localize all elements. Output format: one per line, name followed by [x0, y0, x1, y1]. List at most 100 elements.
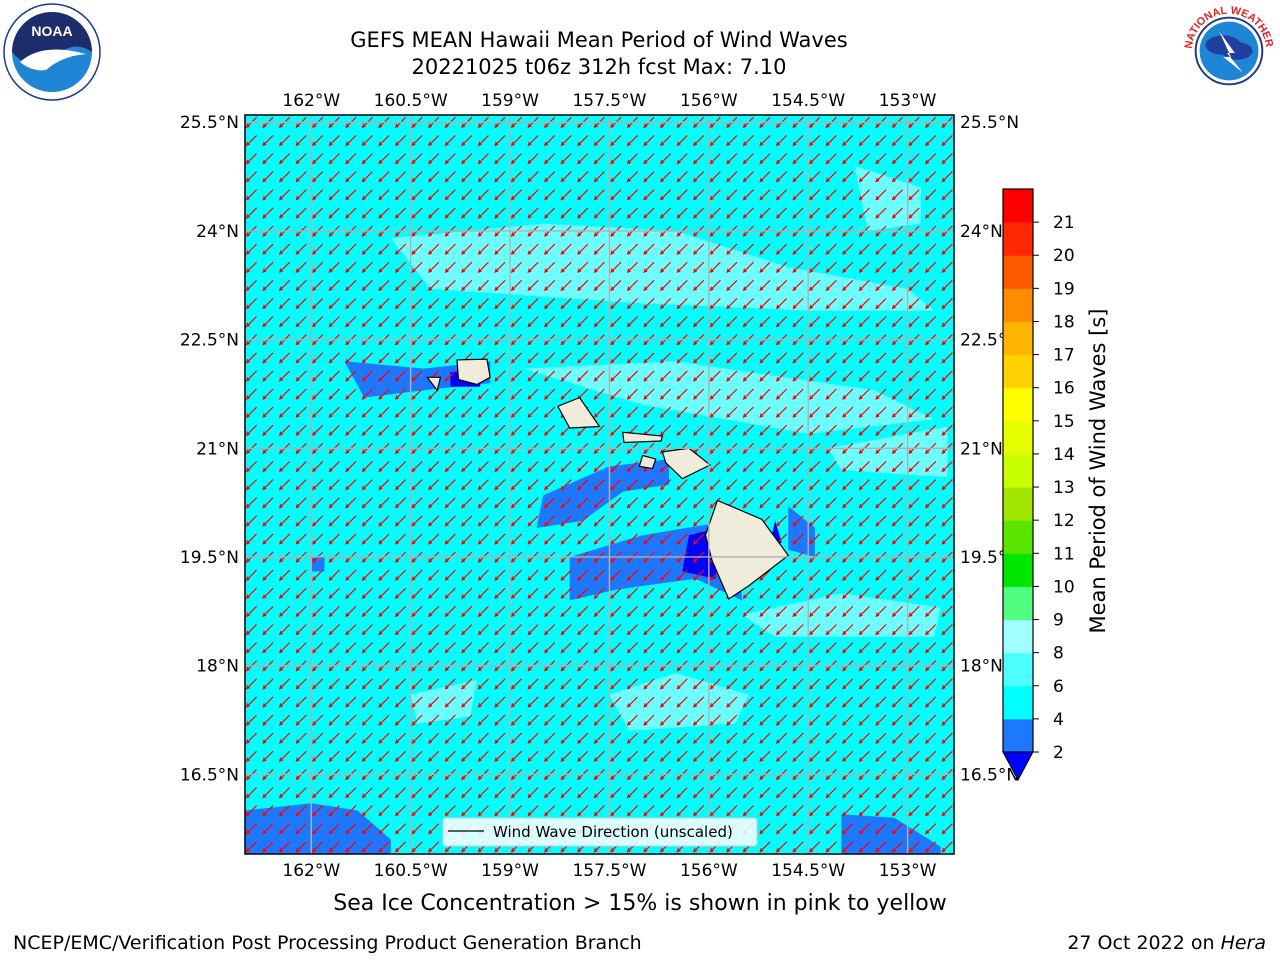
wind-wave-arrow: [278, 642, 291, 654]
wind-wave-arrow: [610, 261, 622, 274]
wind-wave-arrow: [577, 279, 589, 292]
wind-wave-arrow: [742, 497, 754, 509]
wind-wave-arrow: [659, 587, 672, 600]
wind-wave-arrow: [428, 479, 440, 491]
wind-wave-arrow: [560, 805, 572, 817]
wind-wave-arrow: [411, 370, 423, 382]
wind-wave-arrow: [494, 424, 506, 437]
wind-wave-arrow: [328, 243, 340, 255]
wind-wave-arrow: [328, 261, 340, 274]
colorbar-tick-label: 11: [1053, 544, 1075, 564]
wind-wave-arrow: [544, 297, 556, 310]
wind-wave-arrow: [461, 153, 473, 165]
wind-wave-arrow: [477, 424, 489, 437]
wind-wave-arrow: [809, 696, 821, 708]
wind-wave-arrow: [428, 207, 440, 219]
wind-wave-arrow: [742, 370, 754, 382]
wind-wave-arrow: [875, 352, 887, 364]
wind-wave-arrow: [875, 787, 887, 799]
wind-wave-arrow: [278, 388, 291, 400]
wind-wave-arrow: [858, 823, 870, 835]
wind-wave-arrow: [941, 750, 953, 763]
wind-wave-arrow: [825, 497, 837, 509]
wind-wave-arrow: [510, 605, 523, 618]
wind-wave-arrow: [411, 479, 423, 491]
colorbar-tick-label: 2: [1053, 743, 1064, 763]
wind-wave-arrow: [477, 171, 489, 183]
wind-wave-arrow: [262, 515, 274, 527]
wind-wave-arrow: [610, 587, 622, 600]
wind-wave-arrow: [278, 678, 291, 690]
wind-wave-arrow: [461, 479, 473, 491]
wind-wave-arrow: [610, 297, 622, 310]
wind-wave-arrow: [610, 279, 622, 292]
wind-wave-arrow: [759, 261, 771, 274]
wind-wave-arrow: [510, 624, 523, 636]
wind-wave-arrow: [428, 424, 440, 437]
wind-wave-arrow: [759, 642, 771, 654]
wind-wave-arrow: [245, 823, 258, 835]
legend-box: [442, 817, 758, 847]
wind-wave-arrow: [643, 714, 655, 726]
colorbar-tick-label: 16: [1053, 379, 1075, 399]
wind-wave-arrow: [444, 479, 456, 491]
wind-wave-arrow: [858, 171, 870, 183]
wind-wave-arrow: [577, 696, 589, 708]
wind-wave-arrow: [245, 153, 258, 165]
wind-wave-arrow: [527, 297, 539, 310]
wind-wave-arrow: [577, 533, 589, 545]
wind-wave-arrow: [295, 805, 307, 817]
wind-wave-arrow: [477, 189, 489, 201]
wind-wave-arrow: [593, 642, 605, 654]
wind-wave-arrow: [378, 189, 390, 201]
y-tick-label-left: 16.5°N: [180, 765, 239, 785]
wind-wave-arrow: [858, 297, 870, 310]
wind-wave-arrow: [925, 153, 937, 165]
wind-wave-arrow: [361, 515, 373, 527]
colorbar-segment: [1003, 420, 1033, 455]
wind-wave-arrow: [378, 787, 390, 799]
wind-wave-arrow: [477, 460, 489, 473]
wind-wave-arrow: [278, 424, 291, 437]
y-tick-label-right: 16.5°N: [960, 765, 1019, 785]
wind-wave-arrow: [809, 533, 821, 545]
wind-wave-arrow: [742, 406, 754, 418]
wind-wave-arrow: [312, 171, 324, 183]
wind-wave-arrow: [809, 787, 821, 799]
wind-wave-arrow: [792, 587, 804, 600]
x-tick-label-bottom: 162°W: [282, 861, 340, 881]
wind-wave-arrow: [891, 424, 904, 437]
wind-wave-arrow: [312, 750, 324, 763]
wind-wave-arrow: [394, 569, 407, 581]
wind-wave-arrow: [593, 134, 605, 147]
wind-wave-arrow: [593, 714, 605, 726]
wind-wave-arrow: [510, 171, 523, 183]
wind-wave-arrow: [759, 696, 771, 708]
wind-wave-arrow: [643, 297, 655, 310]
wind-wave-arrow: [891, 460, 904, 473]
wind-wave-arrow: [875, 171, 887, 183]
wind-wave-arrow: [262, 207, 274, 219]
wind-wave-arrow: [560, 388, 572, 400]
wind-wave-arrow: [659, 624, 672, 636]
wind-wave-arrow: [262, 605, 274, 618]
wind-wave-arrow: [593, 587, 605, 600]
wind-wave-arrow: [825, 787, 837, 799]
wind-wave-arrow: [759, 352, 771, 364]
wind-wave-arrow: [494, 460, 506, 473]
wind-wave-arrow: [643, 696, 655, 708]
wind-wave-arrow: [775, 678, 788, 690]
wind-wave-arrow: [693, 750, 705, 763]
wind-wave-arrow: [494, 406, 506, 418]
wind-wave-arrow: [825, 823, 837, 835]
wind-wave-arrow: [494, 279, 506, 292]
wind-wave-arrow: [842, 515, 854, 527]
wind-wave-arrow: [875, 750, 887, 763]
wind-wave-arrow: [245, 297, 258, 310]
wind-wave-arrow: [593, 479, 605, 491]
wind-wave-arrow: [693, 714, 705, 726]
wind-wave-arrow: [345, 642, 357, 654]
wind-wave-arrow: [411, 678, 423, 690]
wind-wave-arrow: [676, 515, 688, 527]
wind-wave-arrow: [361, 279, 373, 292]
